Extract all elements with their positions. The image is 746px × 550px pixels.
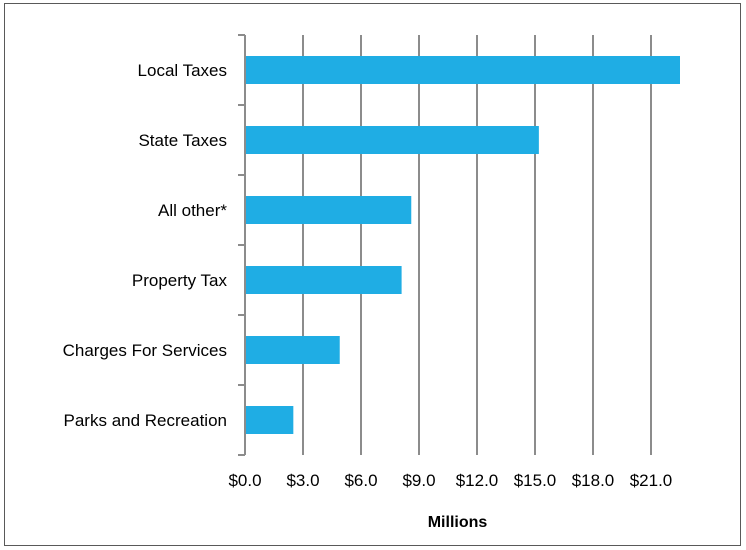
x-tick-label: $12.0 [456,471,499,490]
x-tick-label: $21.0 [630,471,673,490]
x-tick-label: $0.0 [228,471,261,490]
category-label: Charges For Services [63,341,227,360]
bar [246,126,539,154]
bar [246,56,680,84]
bars [246,56,680,434]
category-label: State Taxes [138,131,227,150]
category-label: Parks and Recreation [64,411,227,430]
bar [246,336,340,364]
category-label: All other* [158,201,227,220]
bar [246,266,402,294]
x-tick-label: $6.0 [344,471,377,490]
x-tick-label: $15.0 [514,471,557,490]
x-tick-label: $3.0 [286,471,319,490]
axes [238,34,246,456]
bar [246,196,412,224]
x-tick-label: $9.0 [402,471,435,490]
x-tick-label: $18.0 [572,471,615,490]
category-label: Local Taxes [138,61,227,80]
bar [246,406,294,434]
grid-lines [302,35,652,455]
category-label: Property Tax [132,271,228,290]
x-tick-labels: $0.0 $3.0 $6.0 $9.0 $12.0 $15.0 $18.0 $21.0 [228,471,672,490]
category-labels: Local Taxes State Taxes All other* Property… [63,61,228,430]
x-axis-title: Millions [428,514,488,531]
